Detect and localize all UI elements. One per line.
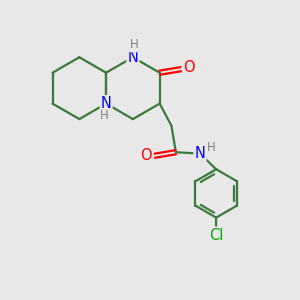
Text: Cl: Cl	[209, 228, 224, 243]
Text: N: N	[101, 96, 112, 111]
Text: O: O	[141, 148, 152, 163]
Text: H: H	[100, 110, 109, 122]
Text: H: H	[130, 38, 139, 51]
Text: H: H	[207, 141, 216, 154]
Text: N: N	[128, 50, 138, 65]
Text: O: O	[183, 60, 195, 75]
Text: N: N	[195, 146, 206, 161]
